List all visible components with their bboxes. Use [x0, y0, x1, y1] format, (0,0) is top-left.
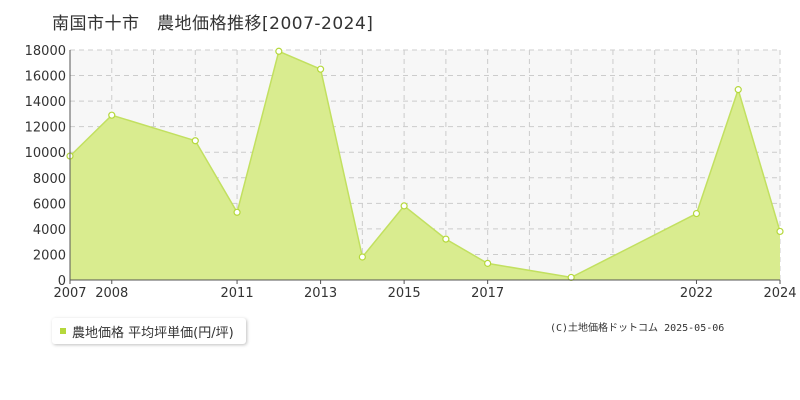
data-point [776, 227, 784, 236]
data-point [191, 137, 199, 145]
series [66, 47, 784, 282]
y-tick-label: 4000 [33, 223, 66, 238]
x-tick-label: 2013 [304, 286, 337, 301]
y-tick-label: 0 [58, 274, 66, 289]
x-tick-label: 2022 [680, 286, 713, 301]
data-point [484, 259, 492, 267]
y-tick-label: 10000 [25, 146, 66, 161]
y-tick-label: 12000 [25, 121, 66, 136]
y-tick-label: 14000 [25, 95, 66, 110]
x-tick-label: 2015 [388, 286, 421, 301]
x-tick-label: 2011 [221, 286, 254, 301]
y-tick-label: 16000 [25, 70, 66, 85]
data-point [233, 208, 241, 216]
data-point [400, 202, 408, 210]
data-point [316, 65, 325, 73]
x-ticks: 2007 2008 2011 2013 2015 2017 2022 2024 [53, 280, 797, 301]
x-tick-label: 2024 [763, 286, 796, 301]
x-tick-label: 2007 [53, 286, 86, 301]
copyright: (C)土地価格ドットコム 2025-05-06 [550, 323, 725, 334]
y-ticks: 0 2000 4000 6000 8000 10000 12000 14000 16000 180… [25, 44, 66, 289]
y-tick-label: 8000 [33, 172, 66, 187]
data-point [442, 235, 450, 243]
data-point [358, 253, 366, 261]
series-line [69, 50, 781, 279]
y-tick-label: 2000 [33, 248, 66, 263]
x-tick-label: 2017 [471, 286, 504, 301]
x-tick-label: 2008 [95, 286, 128, 301]
data-point [692, 209, 701, 218]
area-fill [70, 51, 780, 280]
y-tick-label: 18000 [25, 44, 66, 59]
legend-label: 農地価格 平均坪単価(円/坪) [72, 325, 234, 341]
chart-title: 南国市十市 農地価格推移[2007-2024] [52, 14, 374, 34]
data-point [734, 86, 742, 94]
axes [69, 50, 780, 281]
legend: 農地価格 平均坪単価(円/坪) [52, 318, 246, 344]
data-point [108, 111, 116, 119]
legend-swatch [60, 328, 66, 334]
data-point [275, 47, 283, 55]
y-tick-label: 6000 [33, 197, 66, 212]
